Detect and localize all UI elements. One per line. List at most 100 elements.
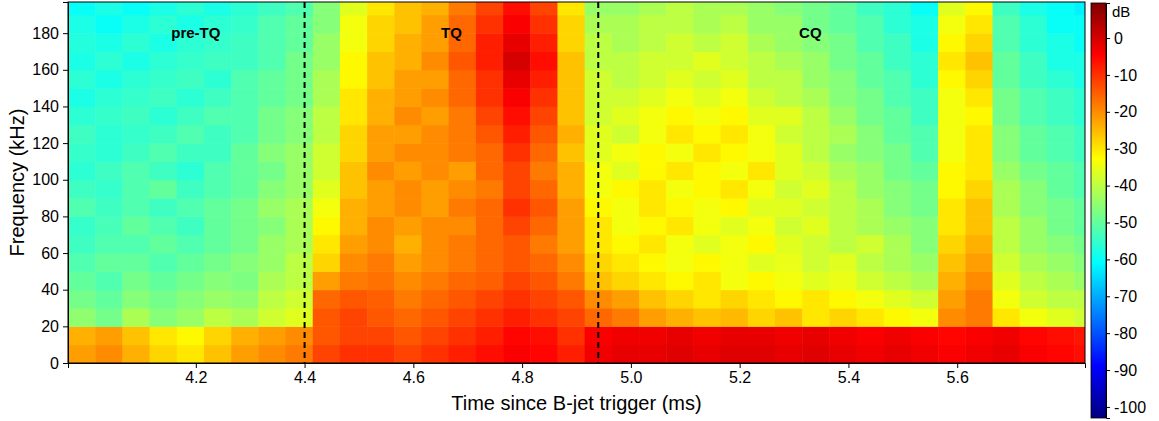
cell	[449, 271, 477, 290]
cell	[666, 15, 694, 34]
plot-frame	[68, 2, 1085, 363]
cell	[177, 143, 205, 162]
cell	[530, 2, 558, 15]
cell	[286, 33, 314, 52]
cell	[258, 253, 286, 272]
cell	[775, 143, 803, 162]
cell	[557, 253, 585, 272]
cell	[802, 70, 830, 89]
cell	[857, 308, 885, 327]
cell	[802, 308, 830, 327]
cell	[1074, 33, 1085, 52]
cell	[503, 88, 531, 107]
cell	[612, 345, 640, 363]
cell	[639, 51, 667, 70]
cell	[639, 235, 667, 254]
cell	[965, 198, 993, 217]
cell	[95, 15, 123, 34]
cell	[857, 271, 885, 290]
cell	[68, 253, 96, 272]
cell	[802, 143, 830, 162]
cell	[95, 33, 123, 52]
cell	[557, 290, 585, 309]
cell	[286, 161, 314, 180]
cell	[884, 198, 912, 217]
cell	[938, 216, 966, 235]
cell	[1074, 253, 1085, 272]
cell	[829, 308, 857, 327]
cell	[503, 326, 531, 345]
cell	[829, 235, 857, 254]
cell	[911, 253, 939, 272]
cell	[122, 216, 150, 235]
cell	[231, 51, 259, 70]
cell	[1074, 143, 1085, 162]
cell	[150, 290, 178, 309]
cell	[340, 345, 368, 363]
cell	[938, 290, 966, 309]
cell	[748, 216, 776, 235]
cell	[503, 161, 531, 180]
cell	[449, 2, 477, 15]
cell	[884, 290, 912, 309]
cell	[258, 51, 286, 70]
cell	[993, 235, 1021, 254]
cell	[394, 161, 422, 180]
cell	[612, 51, 640, 70]
cell	[122, 125, 150, 144]
cell	[95, 70, 123, 89]
cell	[503, 143, 531, 162]
tick-label: 5.4	[838, 369, 860, 386]
cell	[884, 125, 912, 144]
cell	[857, 70, 885, 89]
cell	[938, 33, 966, 52]
cell	[884, 253, 912, 272]
cell	[503, 290, 531, 309]
cell	[911, 180, 939, 199]
cell	[68, 70, 96, 89]
cell	[693, 326, 721, 345]
tick: 0	[50, 355, 68, 372]
cell	[666, 125, 694, 144]
cell	[1047, 308, 1075, 327]
cell	[313, 345, 341, 363]
cell	[748, 88, 776, 107]
cell	[177, 70, 205, 89]
cell	[68, 271, 96, 290]
cell	[95, 345, 123, 363]
cell	[503, 51, 531, 70]
axis-line	[1107, 4, 1111, 419]
cell	[666, 345, 694, 363]
cell	[95, 161, 123, 180]
cell	[612, 198, 640, 217]
cell	[557, 326, 585, 345]
cell	[1047, 106, 1075, 125]
cell	[721, 290, 749, 309]
cell	[258, 198, 286, 217]
cell	[367, 143, 395, 162]
tick: 20	[41, 318, 68, 335]
cell	[965, 106, 993, 125]
cell	[802, 180, 830, 199]
cell	[1020, 125, 1048, 144]
cell	[965, 125, 993, 144]
cell	[177, 290, 205, 309]
cell	[530, 106, 558, 125]
tick: 140	[32, 98, 68, 115]
cell	[231, 125, 259, 144]
cell	[829, 161, 857, 180]
cell	[503, 308, 531, 327]
cell	[313, 33, 341, 52]
cell	[340, 70, 368, 89]
cell	[721, 88, 749, 107]
cell	[204, 235, 232, 254]
cell	[721, 106, 749, 125]
cell	[422, 70, 450, 89]
cell	[1074, 198, 1085, 217]
cell	[177, 88, 205, 107]
cell	[721, 308, 749, 327]
cell	[530, 125, 558, 144]
cell	[422, 271, 450, 290]
cell	[1020, 15, 1048, 34]
cell	[68, 106, 96, 125]
